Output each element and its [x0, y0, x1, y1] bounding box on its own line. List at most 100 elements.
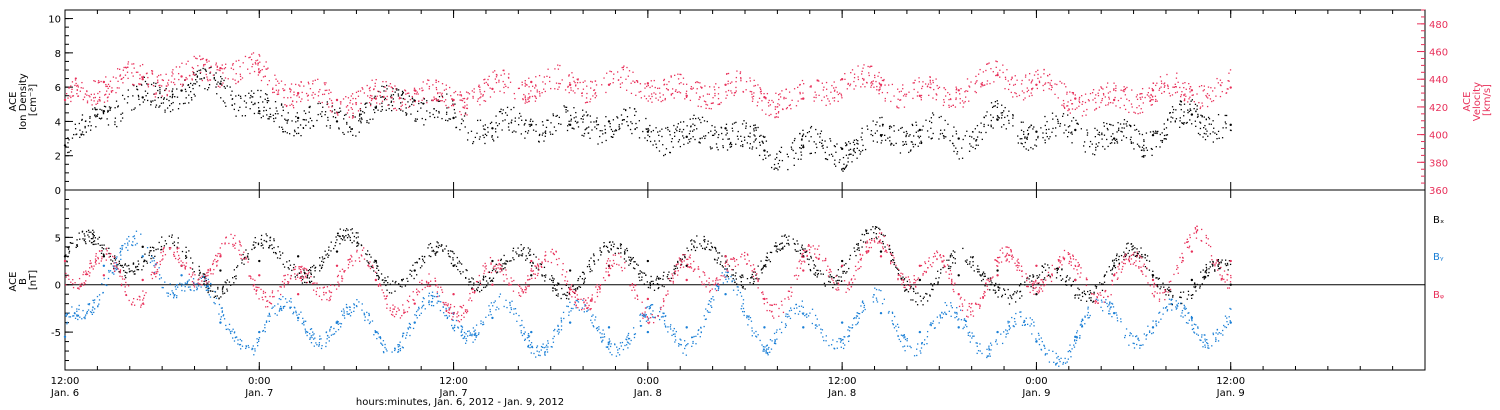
bottom-series-0-sample: [769, 260, 772, 263]
top-series-1-point-0: [63, 98, 67, 102]
top-series-0-sample: [912, 143, 914, 146]
top-series-1-sample: [1155, 98, 1157, 101]
bottom-series-0-sample: [1056, 268, 1059, 270]
bottom-series-0-sample: [766, 252, 768, 254]
top-series-1-sample: [329, 98, 331, 100]
top-series-0-sample: [150, 104, 152, 106]
bottom-series-0-sample: [172, 242, 174, 245]
top-series-0-sample: [664, 153, 666, 156]
top-series-1-sample: [295, 101, 298, 103]
top-series-0-sample: [304, 112, 307, 115]
top-series-0-sample: [1027, 133, 1029, 136]
bottom-series-0-sample: [151, 246, 154, 248]
bottom-series-0-sample: [1218, 268, 1220, 270]
bottom-series-0-sample: [750, 277, 752, 279]
bottom-series-0-sample: [884, 246, 886, 248]
bottom-series-0-sample: [144, 260, 146, 262]
top-series-1-sample: [1014, 92, 1016, 94]
top-series-0-sample: [1113, 142, 1116, 144]
top-series-0-sample: [1156, 131, 1158, 133]
bottom-series-0-sample: [142, 265, 145, 267]
bottom-series-0-sample: [599, 249, 601, 252]
top-series-1-sample: [71, 88, 73, 90]
top-series-1-sample: [833, 97, 836, 99]
top-series-0-sample: [402, 110, 404, 112]
top-series-1-sample: [524, 85, 526, 87]
top-series-0-sample: [634, 128, 636, 131]
top-series-0-sample: [890, 126, 893, 128]
top-series-1-sample: [106, 96, 109, 99]
bottom-series-0-sample: [533, 253, 535, 256]
top-series-1-sample: [1105, 104, 1107, 106]
top-series-1-sample: [476, 100, 479, 102]
top-series-0-sample: [1051, 112, 1054, 114]
top-series-0-sample: [1155, 146, 1157, 148]
top-series-0-sample: [120, 113, 122, 116]
top-series-0-sample: [381, 102, 383, 104]
bottom-series-0-sample: [875, 233, 878, 235]
top-series-0-sample: [373, 109, 375, 111]
top-series-0-sample: [973, 138, 975, 140]
bottom-series-0-sample: [568, 298, 570, 300]
top-series-0-sample: [604, 125, 606, 127]
top-series-0-sample: [338, 127, 340, 129]
top-series-1-sample: [663, 79, 665, 82]
top-series-0-point-19: [802, 145, 805, 149]
top-series-0-sample: [1022, 121, 1024, 123]
top-series-0-sample: [1075, 119, 1077, 122]
top-series-1-sample: [718, 86, 720, 89]
top-series-0-sample: [943, 137, 945, 139]
bottom-series-0-sample: [1196, 283, 1199, 286]
top-series-0-sample: [345, 113, 347, 116]
bottom-series-0-sample: [951, 262, 954, 264]
top-series-1-sample: [920, 99, 922, 101]
top-series-0-sample: [78, 122, 80, 125]
top-series-1-sample: [235, 60, 237, 62]
top-series-0-sample: [1106, 127, 1109, 130]
bottom-series-1-sample: [1180, 315, 1182, 317]
top-series-1-sample: [525, 100, 527, 102]
bottom-series-0-sample: [1162, 282, 1164, 284]
bottom-series-0-sample: [969, 263, 971, 265]
top-series-1-sample: [930, 86, 932, 89]
top-series-1-sample: [749, 77, 751, 79]
bottom-series-0-sample: [452, 257, 454, 259]
top-series-0-sample: [1055, 135, 1057, 137]
top-series-1-sample: [132, 75, 134, 77]
top-series-1-sample: [753, 92, 755, 94]
top-series-1-sample: [974, 90, 976, 93]
bottom-series-1-sample: [399, 345, 401, 347]
top-series-1-sample: [463, 101, 466, 104]
top-series-1-sample: [691, 88, 693, 90]
top-series-1-sample: [791, 99, 793, 101]
top-series-0-sample: [121, 112, 124, 114]
top-series-1-sample: [1149, 97, 1151, 99]
top-series-1-sample: [395, 88, 397, 90]
top-series-1-sample: [504, 83, 506, 86]
top-series-1-sample: [1014, 83, 1016, 86]
top-series-0-sample: [688, 133, 691, 135]
top-series-0-sample: [816, 146, 818, 149]
top-series-0-sample: [801, 138, 803, 140]
bottom-series-0-sample: [495, 263, 497, 266]
bottom-series-0-sample: [620, 247, 622, 250]
top-series-0-sample: [558, 116, 560, 119]
top-series-1-sample: [209, 79, 212, 81]
bottom-series-0-sample: [1032, 275, 1035, 277]
bottom-series-0-sample: [146, 262, 148, 264]
top-series-1-sample: [84, 93, 87, 95]
top-series-1-sample: [216, 66, 218, 68]
bottom-series-0-sample: [649, 283, 651, 285]
top-series-1-sample: [663, 78, 666, 81]
top-series-1-sample: [777, 103, 779, 105]
bottom-series-0-sample: [326, 253, 329, 255]
top-series-1-sample: [257, 62, 259, 64]
top-series-0-sample: [1044, 139, 1046, 141]
top-series-1-sample: [708, 107, 710, 110]
bottom-series-0-sample: [565, 284, 567, 286]
top-series-1-sample: [1032, 87, 1034, 89]
top-series-0-sample: [422, 103, 424, 105]
bottom-series-0-sample: [1064, 281, 1067, 283]
top-series-0-sample: [726, 129, 728, 131]
